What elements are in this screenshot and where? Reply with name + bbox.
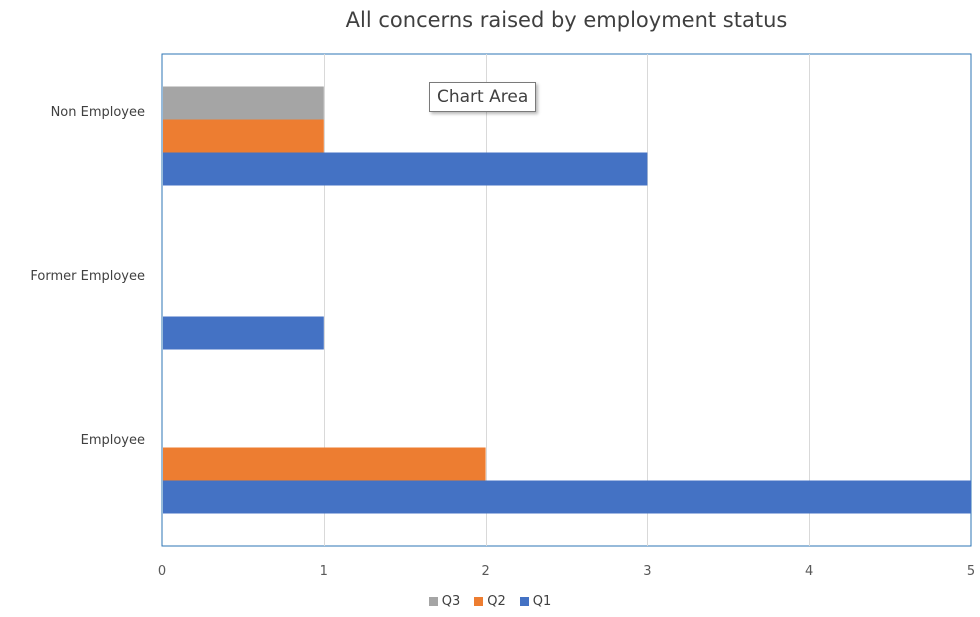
legend-label: Q3: [441, 594, 461, 609]
bar-q3-non-employee: [163, 86, 324, 120]
chart-title: All concerns raised by employment status: [345, 8, 788, 32]
x-tick-label: 0: [158, 564, 166, 579]
y-category-label: Former Employee: [30, 269, 145, 284]
x-tick-label: 4: [805, 564, 813, 579]
legend-swatch: [428, 597, 438, 606]
legend-item-q3[interactable]: Q3: [428, 594, 461, 609]
bar-q2-employee: [163, 447, 486, 481]
bar-q1-former-employee: [163, 316, 324, 350]
legend[interactable]: Q3 Q2 Q1: [0, 594, 980, 609]
legend-swatch: [519, 597, 529, 606]
plot-area-border: [161, 53, 972, 547]
x-tick-label: 3: [643, 564, 651, 579]
y-category-label: Employee: [81, 433, 145, 448]
y-category-label: Non Employee: [51, 105, 145, 120]
legend-label: Q1: [532, 594, 552, 609]
legend-item-q1[interactable]: Q1: [519, 594, 552, 609]
x-tick-label: 2: [481, 564, 489, 579]
bar-q2-non-employee: [163, 119, 324, 153]
legend-swatch: [474, 597, 484, 606]
x-tick-label: 1: [320, 564, 328, 579]
legend-label: Q2: [487, 594, 506, 609]
x-tick-label: 5: [967, 564, 975, 579]
bar-q1-non-employee: [163, 152, 648, 186]
chart-area-tooltip: Chart Area: [429, 82, 537, 112]
bar-q1-employee: [163, 480, 971, 514]
legend-item-q2[interactable]: Q2: [474, 594, 506, 609]
